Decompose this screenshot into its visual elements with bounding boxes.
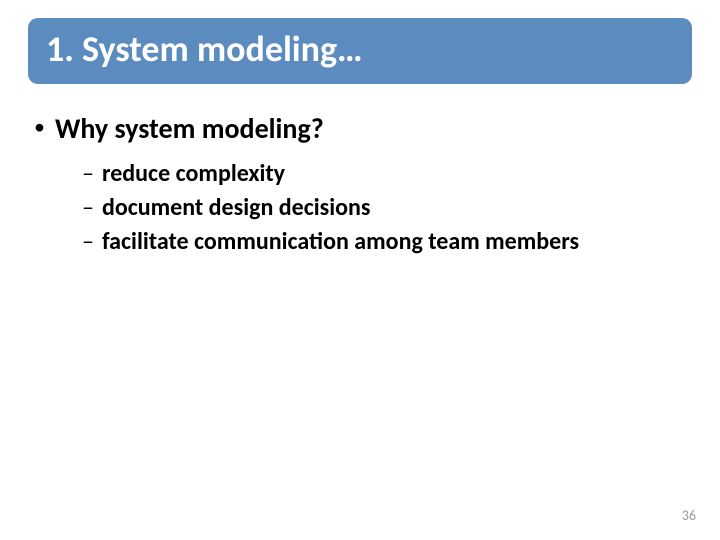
- bullet-l2-text: document design decisions: [102, 193, 371, 223]
- bullet-l2-text: reduce complexity: [102, 159, 285, 189]
- bullet-l2-text: facilitate communication among team memb…: [102, 227, 579, 257]
- dash-marker-icon: –: [82, 193, 94, 223]
- bullet-level-1: • Why system modeling?: [34, 112, 692, 146]
- bullet-l1-text: Why system modeling?: [55, 112, 324, 146]
- title-box: 1. System modeling…: [28, 18, 692, 84]
- bullet-marker-icon: •: [34, 114, 45, 140]
- slide-title: 1. System modeling…: [46, 30, 674, 70]
- slide: 1. System modeling… • Why system modelin…: [0, 0, 720, 540]
- dash-marker-icon: –: [82, 227, 94, 257]
- bullet-level-2: – reduce complexity: [82, 159, 692, 189]
- page-number: 36: [682, 507, 696, 524]
- bullet-level-2: – facilitate communication among team me…: [82, 227, 692, 257]
- dash-marker-icon: –: [82, 159, 94, 189]
- bullet-level-2: – document design decisions: [82, 193, 692, 223]
